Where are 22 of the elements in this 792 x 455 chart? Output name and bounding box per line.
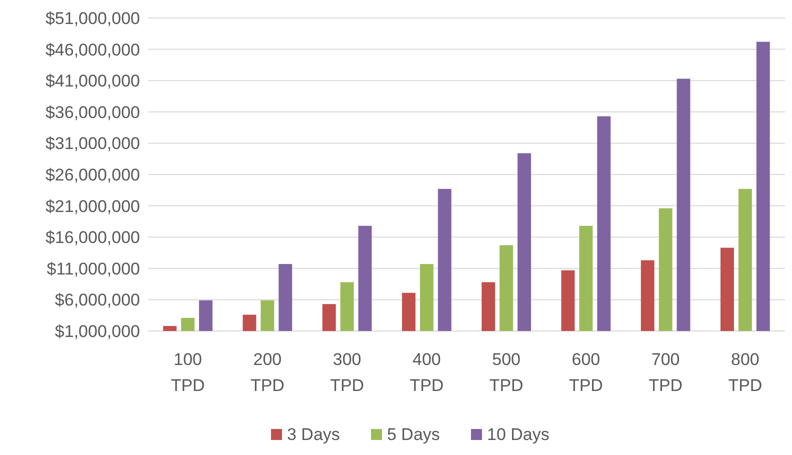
- x-tick-label: 200 TPD: [250, 350, 284, 395]
- x-tick-label: 600 TPD: [568, 350, 603, 395]
- y-tick-label: $21,000,000: [45, 196, 140, 216]
- x-tick-label: 500 TPD: [489, 350, 524, 395]
- x-tick-label: 700 TPD: [648, 350, 683, 395]
- y-tick-label: $31,000,000: [45, 134, 140, 154]
- x-tick-label: 800 TPD: [728, 350, 762, 395]
- x-tick-label: 400 TPD: [410, 350, 444, 395]
- y-tick-label: $41,000,000: [45, 72, 140, 91]
- x-tick-label: 100 TPD: [170, 350, 205, 395]
- legend-label: 5 Days: [387, 425, 440, 444]
- y-tick-label: $6,000,000: [54, 290, 140, 310]
- y-tick-label: $16,000,000: [45, 228, 140, 248]
- legend-label: 10 Days: [487, 425, 550, 444]
- y-tick-label: $1,000,000: [54, 322, 140, 341]
- legend-label: 3 Days: [287, 425, 340, 444]
- x-tick-label: 300 TPD: [330, 350, 364, 395]
- y-tick-label: $11,000,000: [46, 259, 140, 278]
- y-tick-label: $46,000,000: [45, 40, 140, 60]
- y-tick-label: $36,000,000: [45, 102, 140, 122]
- y-tick-label: $51,000,000: [45, 8, 140, 28]
- y-tick-label: $26,000,000: [45, 165, 140, 184]
